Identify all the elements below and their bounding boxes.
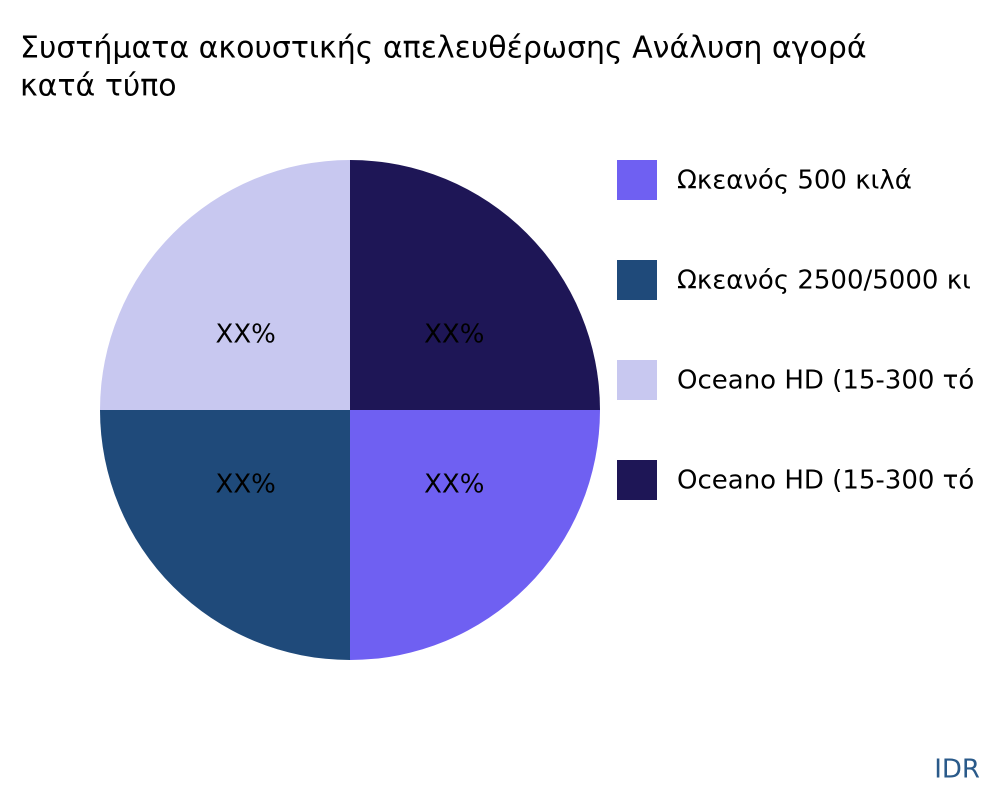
legend-label: Ωκεανός 500 κιλά	[677, 166, 912, 196]
pie-slice	[100, 160, 350, 410]
pie-slice	[350, 160, 600, 410]
legend-swatch	[617, 160, 657, 200]
chart-title: Συστήματα ακουστικής απελευθέρωσης Ανάλυ…	[20, 31, 867, 66]
legend-swatch	[617, 260, 657, 300]
legend-label: Oceano HD (15-300 τό	[677, 466, 974, 496]
legend-swatch	[617, 460, 657, 500]
pie-slice	[350, 410, 600, 660]
legend-swatch	[617, 360, 657, 400]
data-label: XX%	[424, 319, 484, 349]
legend-label: Ωκεανός 2500/5000 κι	[677, 266, 971, 296]
source: IDR	[934, 755, 980, 785]
data-label: XX%	[216, 470, 276, 500]
data-label: XX%	[424, 470, 484, 500]
legend-label: Oceano HD (15-300 τό	[677, 366, 974, 396]
chart-title: κατά τύπο	[20, 69, 177, 104]
pie-slice	[100, 410, 350, 660]
data-label: XX%	[216, 319, 276, 349]
